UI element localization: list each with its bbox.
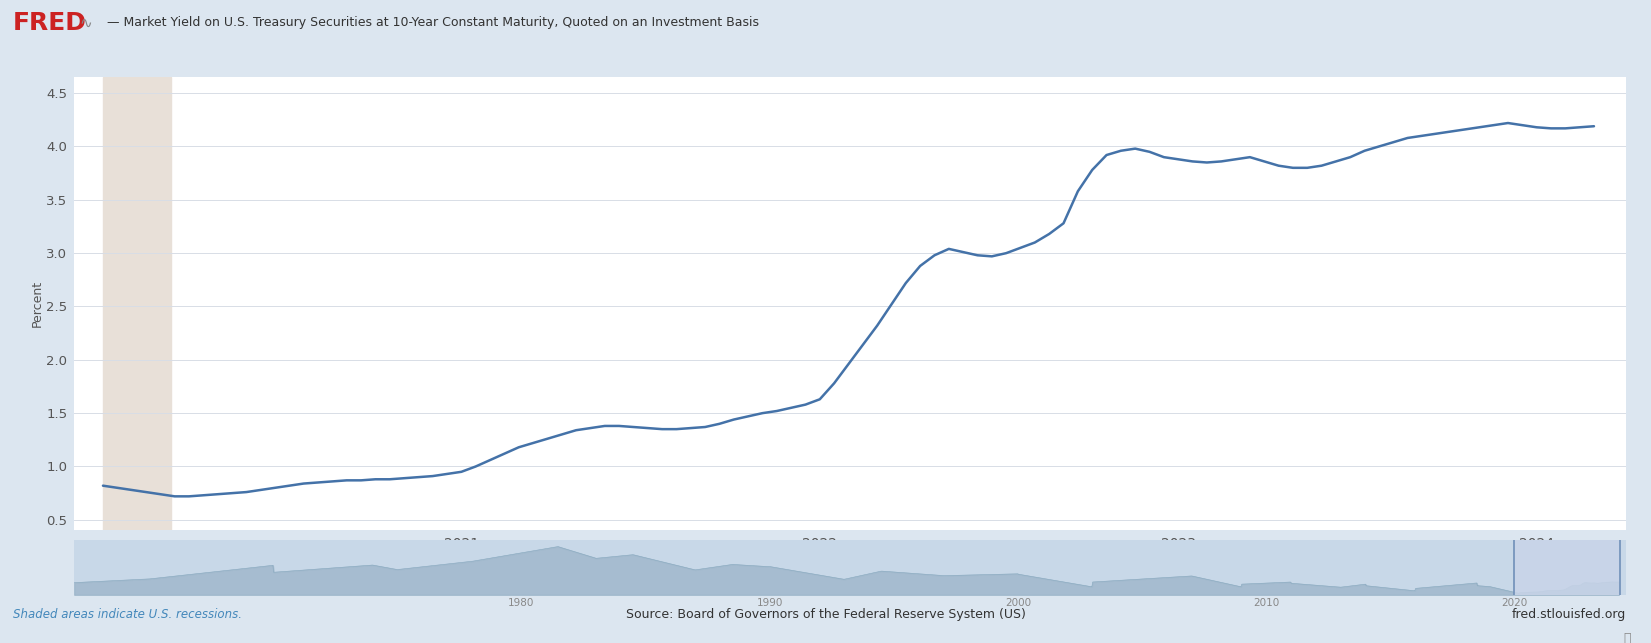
Text: — Market Yield on U.S. Treasury Securities at 10-Year Constant Maturity, Quoted : — Market Yield on U.S. Treasury Securiti…	[107, 17, 759, 30]
Bar	[1514, 540, 1620, 595]
Text: FRED: FRED	[13, 11, 88, 35]
Text: Source: Board of Governors of the Federal Reserve System (US): Source: Board of Governors of the Federa…	[626, 608, 1025, 620]
Y-axis label: Percent: Percent	[30, 280, 43, 327]
Text: fred.stlouisfed.org: fred.stlouisfed.org	[1512, 608, 1626, 620]
Bar	[102, 77, 172, 530]
Text: ∿: ∿	[79, 15, 92, 30]
Text: ⛶: ⛶	[1623, 631, 1631, 643]
Text: Shaded areas indicate U.S. recessions.: Shaded areas indicate U.S. recessions.	[13, 608, 243, 620]
